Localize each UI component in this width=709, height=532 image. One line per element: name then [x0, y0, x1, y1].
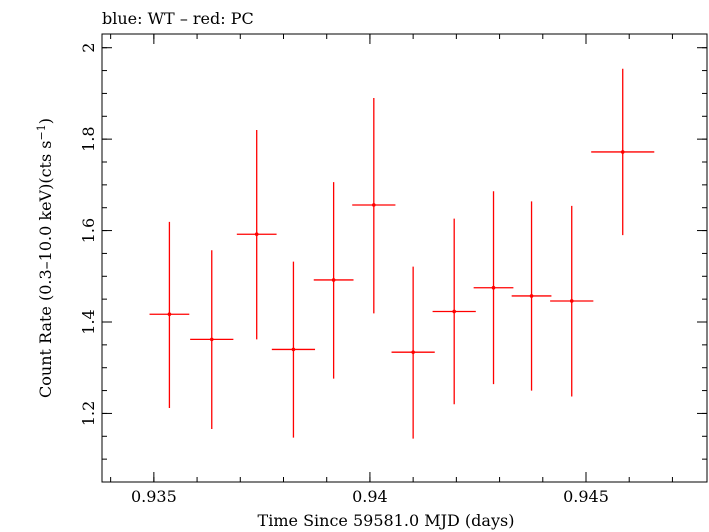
point-marker — [620, 150, 625, 154]
data-series — [149, 68, 655, 439]
data-point — [352, 98, 396, 314]
data-point — [190, 250, 234, 429]
point-marker — [331, 278, 336, 282]
data-point — [473, 191, 514, 385]
y-axis-title-sup: −1 — [35, 124, 48, 140]
data-point — [550, 205, 594, 397]
point-marker — [452, 309, 456, 314]
y-tick-label: 2 — [79, 43, 98, 53]
point-marker — [209, 337, 214, 342]
data-point — [391, 266, 435, 439]
data-point — [511, 201, 552, 391]
y-axis: 1.2 1.4 1.6 1.8 2 — [79, 43, 707, 483]
y-axis-title-main: Count Rate (0.3–10.0 keV)(cts s — [36, 141, 55, 398]
y-tick-label: 1.4 — [79, 309, 98, 334]
x-axis: 0.935 0.94 0.945 — [110, 34, 673, 506]
plot-frame — [101, 33, 708, 483]
chart-title: blue: WT – red: PC — [102, 9, 254, 28]
point-marker — [569, 299, 574, 303]
data-point — [432, 218, 476, 405]
x-tick-label: 0.935 — [131, 487, 177, 506]
point-marker — [372, 203, 376, 207]
data-point — [236, 130, 277, 340]
x-axis-title: Time Since 59581.0 MJD (days) — [258, 511, 515, 530]
point-marker — [411, 350, 415, 354]
y-tick-label: 1.2 — [79, 401, 98, 426]
y-axis-title: Count Rate (0.3–10.0 keV)(cts s−1) — [35, 118, 55, 398]
x-tick-label: 0.94 — [352, 487, 388, 506]
point-marker — [254, 232, 259, 237]
y-tick-label: 1.6 — [79, 218, 98, 243]
x-tick-label: 0.945 — [563, 487, 609, 506]
point-marker — [491, 285, 496, 290]
y-tick-label: 1.8 — [79, 126, 98, 151]
data-point — [149, 221, 190, 408]
point-marker — [529, 294, 534, 298]
data-point — [591, 68, 655, 236]
data-point — [271, 261, 316, 438]
point-marker — [291, 347, 296, 352]
point-marker — [167, 312, 172, 317]
data-point — [313, 182, 354, 379]
y-axis-title-end: ) — [36, 118, 55, 124]
